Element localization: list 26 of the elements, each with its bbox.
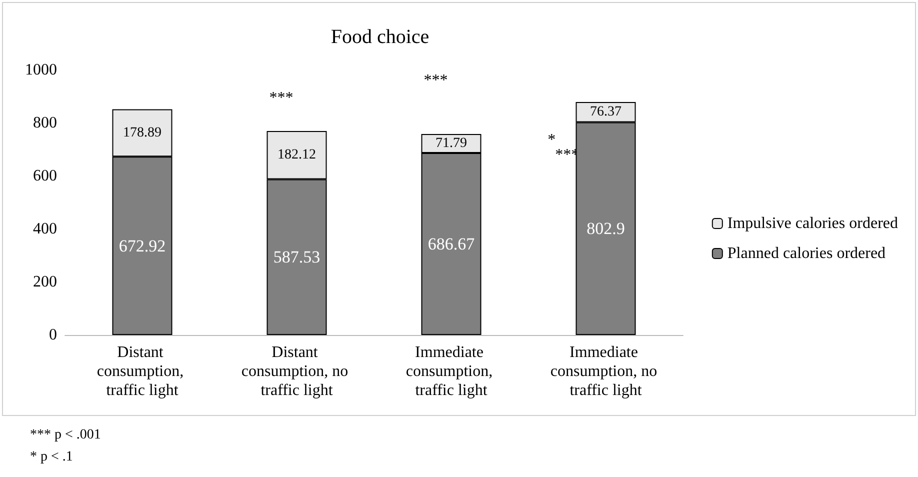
x-tick-label: Distant consumption, traffic light — [96, 344, 188, 399]
data-label: 71.79 — [436, 136, 467, 152]
data-label: 182.12 — [278, 148, 316, 163]
data-label: 686.67 — [428, 234, 476, 254]
x-tick-label: Immediate consumption, no traffic light — [550, 344, 662, 399]
y-tick-label: 200 — [33, 274, 57, 290]
data-label: 672.92 — [118, 236, 166, 256]
x-tick-label: Distant consumption, no traffic light — [241, 344, 352, 399]
chart-title: Food choice — [330, 26, 430, 48]
y-tick-label: 400 — [33, 220, 57, 238]
data-label: 802.9 — [586, 219, 625, 238]
annotation: * — [548, 132, 556, 149]
text: * p < .1 — [30, 450, 73, 464]
text: *** p < .001 — [30, 428, 101, 442]
annotation: *** — [269, 89, 294, 106]
y-tick-label: 0 — [49, 326, 57, 344]
y-tick-label: 600 — [33, 168, 57, 184]
legend-label: Impulsive calories ordered — [727, 215, 898, 232]
y-tick-label: 1000 — [25, 62, 57, 78]
y-tick-label: 800 — [33, 114, 57, 132]
data-label: 76.37 — [590, 104, 622, 120]
data-label: 587.53 — [273, 248, 320, 267]
annotation: *** — [424, 72, 448, 90]
x-tick-label: Immediate consumption, traffic light — [406, 344, 497, 399]
legend-label: Planned calories ordered — [727, 245, 886, 262]
data-label: 178.89 — [123, 125, 162, 140]
